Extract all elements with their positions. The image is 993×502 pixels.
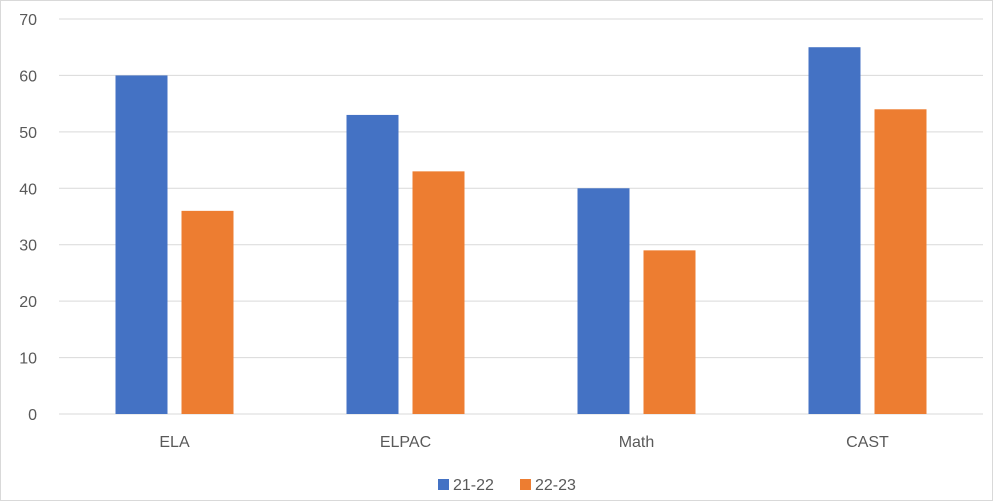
y-tick-label: 30 — [19, 238, 37, 255]
y-tick-label: 50 — [19, 125, 37, 142]
y-tick-label: 20 — [19, 294, 37, 311]
bar-elpac-21-22 — [346, 114, 399, 414]
x-category-label: Math — [619, 434, 655, 451]
legend-label: 22-23 — [535, 477, 576, 494]
bar-cast-22-23 — [874, 109, 927, 415]
bar-math-22-23 — [643, 250, 696, 414]
x-category-label: ELPAC — [380, 434, 431, 451]
bar-ela-22-23 — [181, 210, 234, 414]
y-tick-label: 60 — [19, 68, 37, 85]
x-axis-categories: ELA ELPAC Math CAST — [159, 434, 889, 451]
bar-elpac-22-23 — [412, 171, 465, 414]
bar-math-21-22 — [577, 188, 630, 414]
x-category-label: ELA — [159, 434, 190, 451]
y-tick-label: 40 — [19, 181, 37, 198]
bar-cast-21-22 — [808, 47, 861, 414]
legend-swatch — [520, 479, 531, 490]
y-axis-ticks: 0 10 20 30 40 50 60 70 — [19, 12, 37, 424]
bar-ela-21-22 — [115, 75, 168, 414]
legend-swatch — [438, 479, 449, 490]
y-tick-label: 10 — [19, 351, 37, 368]
legend: 21-22 22-23 — [438, 477, 576, 494]
bars — [115, 47, 927, 415]
legend-label: 21-22 — [453, 477, 494, 494]
y-tick-label: 0 — [28, 407, 37, 424]
x-category-label: CAST — [846, 434, 889, 451]
y-tick-label: 70 — [19, 12, 37, 29]
